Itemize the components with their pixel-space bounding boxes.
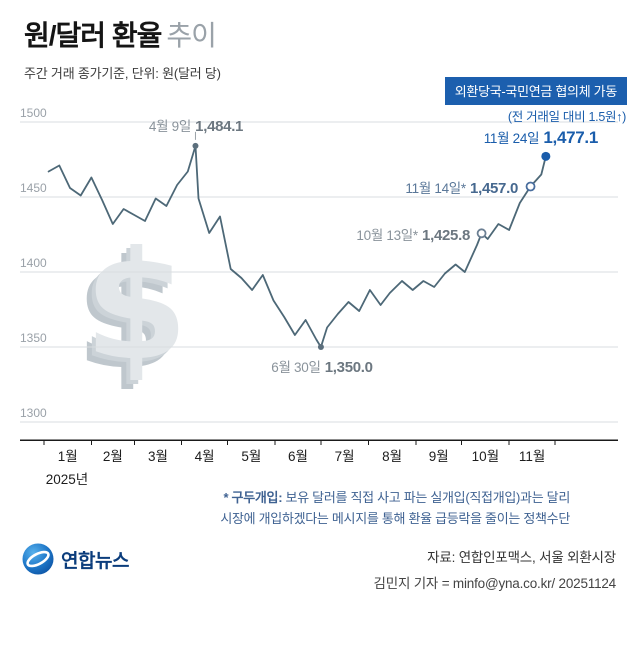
annotation-peak-value: 1,484.1	[195, 118, 244, 135]
annotation-oct13: 10월 13일* 1,425.8	[356, 224, 470, 245]
annotation-trough-value: 1,350.0	[324, 359, 373, 376]
svg-text:6월: 6월	[288, 449, 308, 464]
reporter-byline: 김민지 기자 = minfo@yna.co.kr/ 20251124	[373, 576, 617, 591]
annotation-nov14: 11월 14일* 1,457.0	[405, 177, 518, 198]
footnote: * 구두개입: 보유 달러를 직접 사고 파는 실개입(직접개입)과는 달리 시…	[220, 487, 570, 529]
header: 원/달러 환율 추이 주간 거래 종가기준, 단위: 원(달러 당)	[24, 14, 221, 82]
svg-text:8월: 8월	[382, 449, 402, 464]
svg-text:1450: 1450	[20, 181, 47, 195]
page-title: 원/달러 환율 추이	[24, 14, 221, 54]
yonhap-logo-text: 연합뉴스	[61, 550, 129, 572]
svg-text:2월: 2월	[103, 449, 123, 464]
footnote-line1: * 구두개입: 보유 달러를 직접 사고 파는 실개입(직접개입)과는 달리	[220, 487, 570, 508]
svg-text:10월: 10월	[472, 449, 499, 464]
footnote-term: * 구두개입:	[223, 490, 283, 505]
svg-text:1300: 1300	[20, 406, 47, 420]
svg-text:3월: 3월	[148, 449, 168, 464]
chart-subtitle: 주간 거래 종가기준, 단위: 원(달러 당)	[24, 66, 221, 81]
svg-text:1월: 1월	[58, 449, 78, 464]
title-sub: 추이	[166, 20, 217, 51]
svg-text:4월: 4월	[195, 449, 215, 464]
policy-badge: 외환당국-국민연금 협의체 가동	[444, 77, 627, 105]
year-label: 2025년	[45, 472, 89, 487]
svg-text:9월: 9월	[429, 449, 449, 464]
yonhap-logo: 연합뉴스	[22, 543, 129, 575]
svg-text:7월: 7월	[335, 449, 355, 464]
annotation-latest: 11월 24일 1,477.1	[483, 127, 599, 148]
annotation-latest-date: 11월 24일	[483, 131, 540, 146]
svg-text:1400: 1400	[20, 256, 47, 270]
annotation-nov14-value: 1,457.0	[470, 180, 518, 197]
svg-text:11월: 11월	[519, 449, 545, 464]
annotation-oct13-value: 1,425.8	[422, 227, 470, 244]
footnote-line1-rest: 보유 달러를 직접 사고 파는 실개입(직접개입)과는 달리	[282, 490, 571, 505]
annotation-latest-value: 1,477.1	[543, 128, 598, 147]
annotation-trough-date: 6월 30일	[271, 360, 321, 375]
annotation-trough: 6월 30일 1,350.0	[271, 356, 373, 377]
annotation-peak-date: 4월 9일	[148, 119, 191, 134]
annotation-peak: 4월 9일 1,484.1	[148, 115, 244, 136]
daily-change-note: (전 거래일 대비 1.5원↑)	[507, 110, 626, 124]
svg-text:1350: 1350	[20, 331, 47, 345]
title-main: 원/달러 환율	[24, 20, 162, 51]
footnote-line2: 시장에 개입하겠다는 메시지를 통해 환율 급등락을 줄이는 정책수단	[220, 511, 570, 526]
yonhap-globe-icon	[22, 543, 54, 575]
annotation-nov14-date: 11월 14일*	[405, 181, 466, 196]
dollar-sign-watermark: $	[84, 220, 189, 394]
source-credit: 자료: 연합인포맥스, 서울 외환시장	[427, 550, 616, 565]
svg-text:5월: 5월	[241, 449, 261, 464]
svg-text:1500: 1500	[20, 106, 47, 120]
annotation-oct13-date: 10월 13일*	[356, 228, 418, 243]
